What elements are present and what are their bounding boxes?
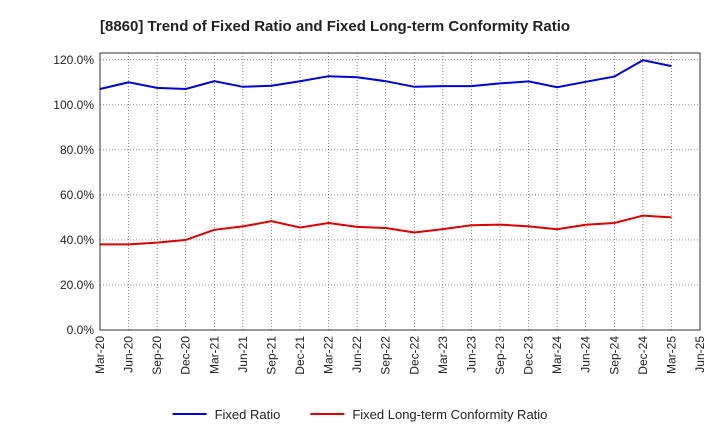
x-tick-label: Mar-25 <box>664 336 678 374</box>
y-tick-label: 100.0% <box>53 98 94 112</box>
y-tick-label: 20.0% <box>60 278 94 292</box>
x-tick-label: Mar-22 <box>322 336 336 374</box>
x-tick-label: Sep-24 <box>607 336 621 375</box>
y-tick-label: 0.0% <box>67 323 95 337</box>
x-tick-label: Dec-21 <box>293 336 307 375</box>
legend-label: Fixed Ratio <box>215 407 281 422</box>
x-tick-label: Mar-23 <box>436 336 450 374</box>
x-tick-label: Mar-21 <box>207 336 221 374</box>
x-tick-label: Jun-21 <box>236 336 250 373</box>
x-axis-tick-labels: Mar-20 Jun-20 Sep-20 Dec-20 Mar-21 Jun-21 Sep-… <box>93 336 707 375</box>
x-tick-label: Sep-23 <box>493 336 507 375</box>
y-tick-label: 120.0% <box>53 53 94 67</box>
series-line <box>99 59 672 91</box>
x-tick-label: Sep-22 <box>379 336 393 375</box>
plot-area-border <box>99 52 701 331</box>
y-tick-label: 80.0% <box>60 143 94 157</box>
x-tick-label: Jun-25 <box>693 336 707 373</box>
x-tick-label: Jun-24 <box>579 336 593 373</box>
y-tick-label: 40.0% <box>60 233 94 247</box>
x-tick-label: Dec-24 <box>636 336 650 375</box>
grid <box>100 53 700 330</box>
x-tick-label: Jun-23 <box>464 336 478 373</box>
x-tick-label: Dec-20 <box>179 336 193 375</box>
x-tick-label: Jun-20 <box>122 336 136 373</box>
legend: Fixed Ratio Fixed Long-term Conformity Ra… <box>172 407 547 422</box>
x-tick-label: Dec-22 <box>407 336 421 375</box>
x-tick-label: Sep-20 <box>150 336 164 375</box>
y-tick-label: 60.0% <box>60 188 94 202</box>
x-tick-label: Mar-24 <box>550 336 564 374</box>
x-tick-label: Mar-20 <box>93 336 107 374</box>
plot-lines <box>99 59 672 246</box>
series-line <box>100 214 672 246</box>
x-tick-label: Dec-23 <box>522 336 536 375</box>
x-tick-label: Jun-22 <box>350 336 364 373</box>
legend-label: Fixed Long-term Conformity Ratio <box>352 407 547 422</box>
y-axis-tick-labels: 0.0% 20.0% 40.0% 60.0% 80.0% 100.0% 120.0% <box>53 53 94 337</box>
x-tick-label: Sep-21 <box>264 336 278 375</box>
chart-title: [8860] Trend of Fixed Ratio and Fixed Lo… <box>100 18 570 35</box>
